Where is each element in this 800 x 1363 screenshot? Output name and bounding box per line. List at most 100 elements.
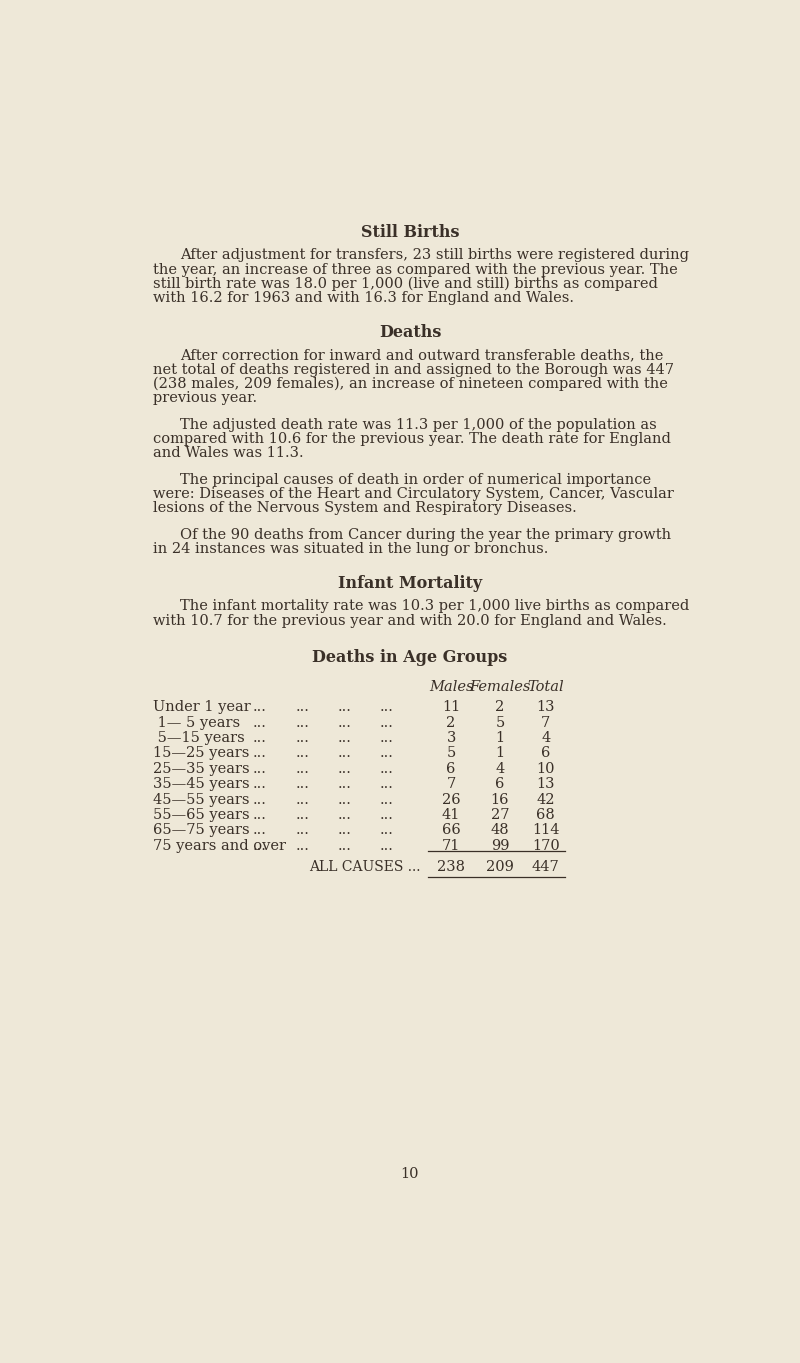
Text: were: Diseases of the Heart and Circulatory System, Cancer, Vascular: were: Diseases of the Heart and Circulat… [153, 487, 674, 502]
Text: 55—65 years: 55—65 years [153, 808, 250, 822]
Text: ...: ... [296, 808, 310, 822]
Text: 45—55 years: 45—55 years [153, 793, 250, 807]
Text: Deaths: Deaths [379, 324, 441, 341]
Text: ...: ... [380, 747, 394, 761]
Text: ...: ... [380, 731, 394, 746]
Text: 6: 6 [495, 777, 505, 792]
Text: ...: ... [338, 716, 352, 729]
Text: ...: ... [253, 823, 266, 837]
Text: in 24 instances was situated in the lung or bronchus.: in 24 instances was situated in the lung… [153, 542, 548, 556]
Text: Total: Total [527, 680, 564, 694]
Text: ...: ... [296, 777, 310, 792]
Text: 16: 16 [490, 793, 509, 807]
Text: ...: ... [296, 823, 310, 837]
Text: ...: ... [380, 793, 394, 807]
Text: 5: 5 [495, 716, 505, 729]
Text: ...: ... [296, 762, 310, 776]
Text: 5—15 years: 5—15 years [153, 731, 245, 746]
Text: 6: 6 [446, 762, 456, 776]
Text: 66: 66 [442, 823, 461, 837]
Text: 3: 3 [446, 731, 456, 746]
Text: 26: 26 [442, 793, 460, 807]
Text: 13: 13 [536, 701, 555, 714]
Text: 68: 68 [536, 808, 555, 822]
Text: ...: ... [296, 838, 310, 853]
Text: ...: ... [253, 701, 266, 714]
Text: ...: ... [253, 731, 266, 746]
Text: ...: ... [253, 793, 266, 807]
Text: 27: 27 [490, 808, 509, 822]
Text: 447: 447 [532, 860, 559, 875]
Text: compared with 10.6 for the previous year. The death rate for England: compared with 10.6 for the previous year… [153, 432, 670, 446]
Text: with 16.2 for 1963 and with 16.3 for England and Wales.: with 16.2 for 1963 and with 16.3 for Eng… [153, 290, 574, 305]
Text: ...: ... [253, 716, 266, 729]
Text: the year, an increase of three as compared with the previous year. The: the year, an increase of three as compar… [153, 263, 678, 277]
Text: Females: Females [470, 680, 530, 694]
Text: 13: 13 [536, 777, 555, 792]
Text: ...: ... [380, 716, 394, 729]
Text: previous year.: previous year. [153, 391, 257, 405]
Text: ...: ... [253, 838, 266, 853]
Text: 2: 2 [446, 716, 456, 729]
Text: 1: 1 [495, 731, 505, 746]
Text: ...: ... [253, 747, 266, 761]
Text: The infant mortality rate was 10.3 per 1,000 live births as compared: The infant mortality rate was 10.3 per 1… [180, 600, 689, 613]
Text: 170: 170 [532, 838, 559, 853]
Text: with 10.7 for the previous year and with 20.0 for England and Wales.: with 10.7 for the previous year and with… [153, 613, 666, 627]
Text: ...: ... [338, 762, 352, 776]
Text: Infant Mortality: Infant Mortality [338, 575, 482, 592]
Text: 65—75 years: 65—75 years [153, 823, 250, 837]
Text: (238 males, 209 females), an increase of nineteen compared with the: (238 males, 209 females), an increase of… [153, 376, 667, 391]
Text: 11: 11 [442, 701, 460, 714]
Text: 41: 41 [442, 808, 460, 822]
Text: 75 years and over: 75 years and over [153, 838, 286, 853]
Text: 1: 1 [495, 747, 505, 761]
Text: ...: ... [338, 823, 352, 837]
Text: 48: 48 [490, 823, 510, 837]
Text: ...: ... [253, 777, 266, 792]
Text: ...: ... [296, 731, 310, 746]
Text: ...: ... [296, 747, 310, 761]
Text: net total of deaths registered in and assigned to the Borough was 447: net total of deaths registered in and as… [153, 363, 674, 376]
Text: ...: ... [380, 808, 394, 822]
Text: ...: ... [380, 823, 394, 837]
Text: The principal causes of death in order of numerical importance: The principal causes of death in order o… [180, 473, 651, 487]
Text: still birth rate was 18.0 per 1,000 (live and still) births as compared: still birth rate was 18.0 per 1,000 (liv… [153, 277, 658, 292]
Text: Males: Males [429, 680, 474, 694]
Text: The adjusted death rate was 11.3 per 1,000 of the population as: The adjusted death rate was 11.3 per 1,0… [180, 417, 657, 432]
Text: 114: 114 [532, 823, 559, 837]
Text: 15—25 years: 15—25 years [153, 747, 249, 761]
Text: lesions of the Nervous System and Respiratory Diseases.: lesions of the Nervous System and Respir… [153, 502, 577, 515]
Text: 42: 42 [536, 793, 555, 807]
Text: 7: 7 [446, 777, 456, 792]
Text: ...: ... [380, 701, 394, 714]
Text: 4: 4 [495, 762, 505, 776]
Text: 10: 10 [536, 762, 555, 776]
Text: and Wales was 11.3.: and Wales was 11.3. [153, 446, 303, 461]
Text: 25—35 years: 25—35 years [153, 762, 250, 776]
Text: 71: 71 [442, 838, 460, 853]
Text: 35—45 years: 35—45 years [153, 777, 250, 792]
Text: ...: ... [296, 716, 310, 729]
Text: 4: 4 [541, 731, 550, 746]
Text: ...: ... [338, 731, 352, 746]
Text: ...: ... [296, 793, 310, 807]
Text: ...: ... [253, 808, 266, 822]
Text: 1— 5 years: 1— 5 years [153, 716, 240, 729]
Text: 10: 10 [401, 1167, 419, 1180]
Text: ...: ... [338, 701, 352, 714]
Text: 6: 6 [541, 747, 550, 761]
Text: ALL CAUSES ...: ALL CAUSES ... [310, 860, 421, 875]
Text: 5: 5 [446, 747, 456, 761]
Text: Under 1 year: Under 1 year [153, 701, 250, 714]
Text: ...: ... [253, 762, 266, 776]
Text: After correction for inward and outward transferable deaths, the: After correction for inward and outward … [180, 349, 663, 363]
Text: Still Births: Still Births [361, 224, 459, 241]
Text: ...: ... [338, 838, 352, 853]
Text: 2: 2 [495, 701, 505, 714]
Text: 238: 238 [437, 860, 465, 875]
Text: 7: 7 [541, 716, 550, 729]
Text: After adjustment for transfers, 23 still births were registered during: After adjustment for transfers, 23 still… [180, 248, 689, 262]
Text: ...: ... [380, 777, 394, 792]
Text: ...: ... [338, 793, 352, 807]
